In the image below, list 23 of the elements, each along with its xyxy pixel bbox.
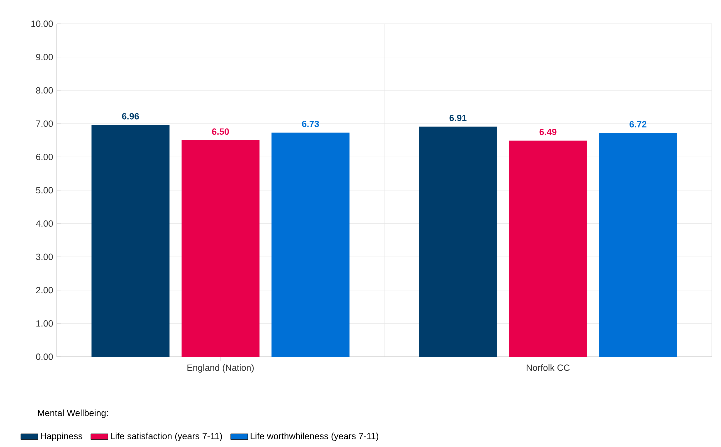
legend-title: Mental Wellbeing: bbox=[38, 410, 108, 418]
y-tick-label: 9.00 bbox=[36, 54, 54, 60]
y-tick-label: 0.00 bbox=[36, 354, 54, 360]
y-tick-label: 6.00 bbox=[36, 154, 54, 160]
data-label: 6.72 bbox=[630, 121, 647, 128]
x-tick-label: England (Nation) bbox=[188, 364, 254, 373]
y-tick-label: 10.00 bbox=[32, 20, 54, 28]
x-tick-label: Norfolk CC bbox=[526, 364, 570, 372]
data-label: 6.73 bbox=[302, 120, 320, 128]
y-tick-label: 3.00 bbox=[36, 254, 54, 260]
y-tick-label: 7.00 bbox=[36, 120, 54, 128]
data-label: 6.49 bbox=[540, 128, 557, 136]
y-tick-label: 4.00 bbox=[36, 220, 54, 227]
y-tick-label: 1.00 bbox=[36, 320, 54, 327]
legend-label: Happiness bbox=[41, 432, 83, 442]
data-label: 6.50 bbox=[212, 128, 230, 136]
legend-label: Life satisfaction (years 7-11) bbox=[111, 432, 222, 442]
y-tick-label: 5.00 bbox=[36, 187, 54, 194]
y-tick-label: 8.00 bbox=[36, 87, 54, 94]
legend-label: Life worthwhileness (years 7-11) bbox=[250, 432, 379, 442]
y-tick-label: 2.00 bbox=[36, 287, 54, 294]
data-label: 6.96 bbox=[122, 113, 140, 120]
data-label: 6.91 bbox=[450, 114, 467, 122]
